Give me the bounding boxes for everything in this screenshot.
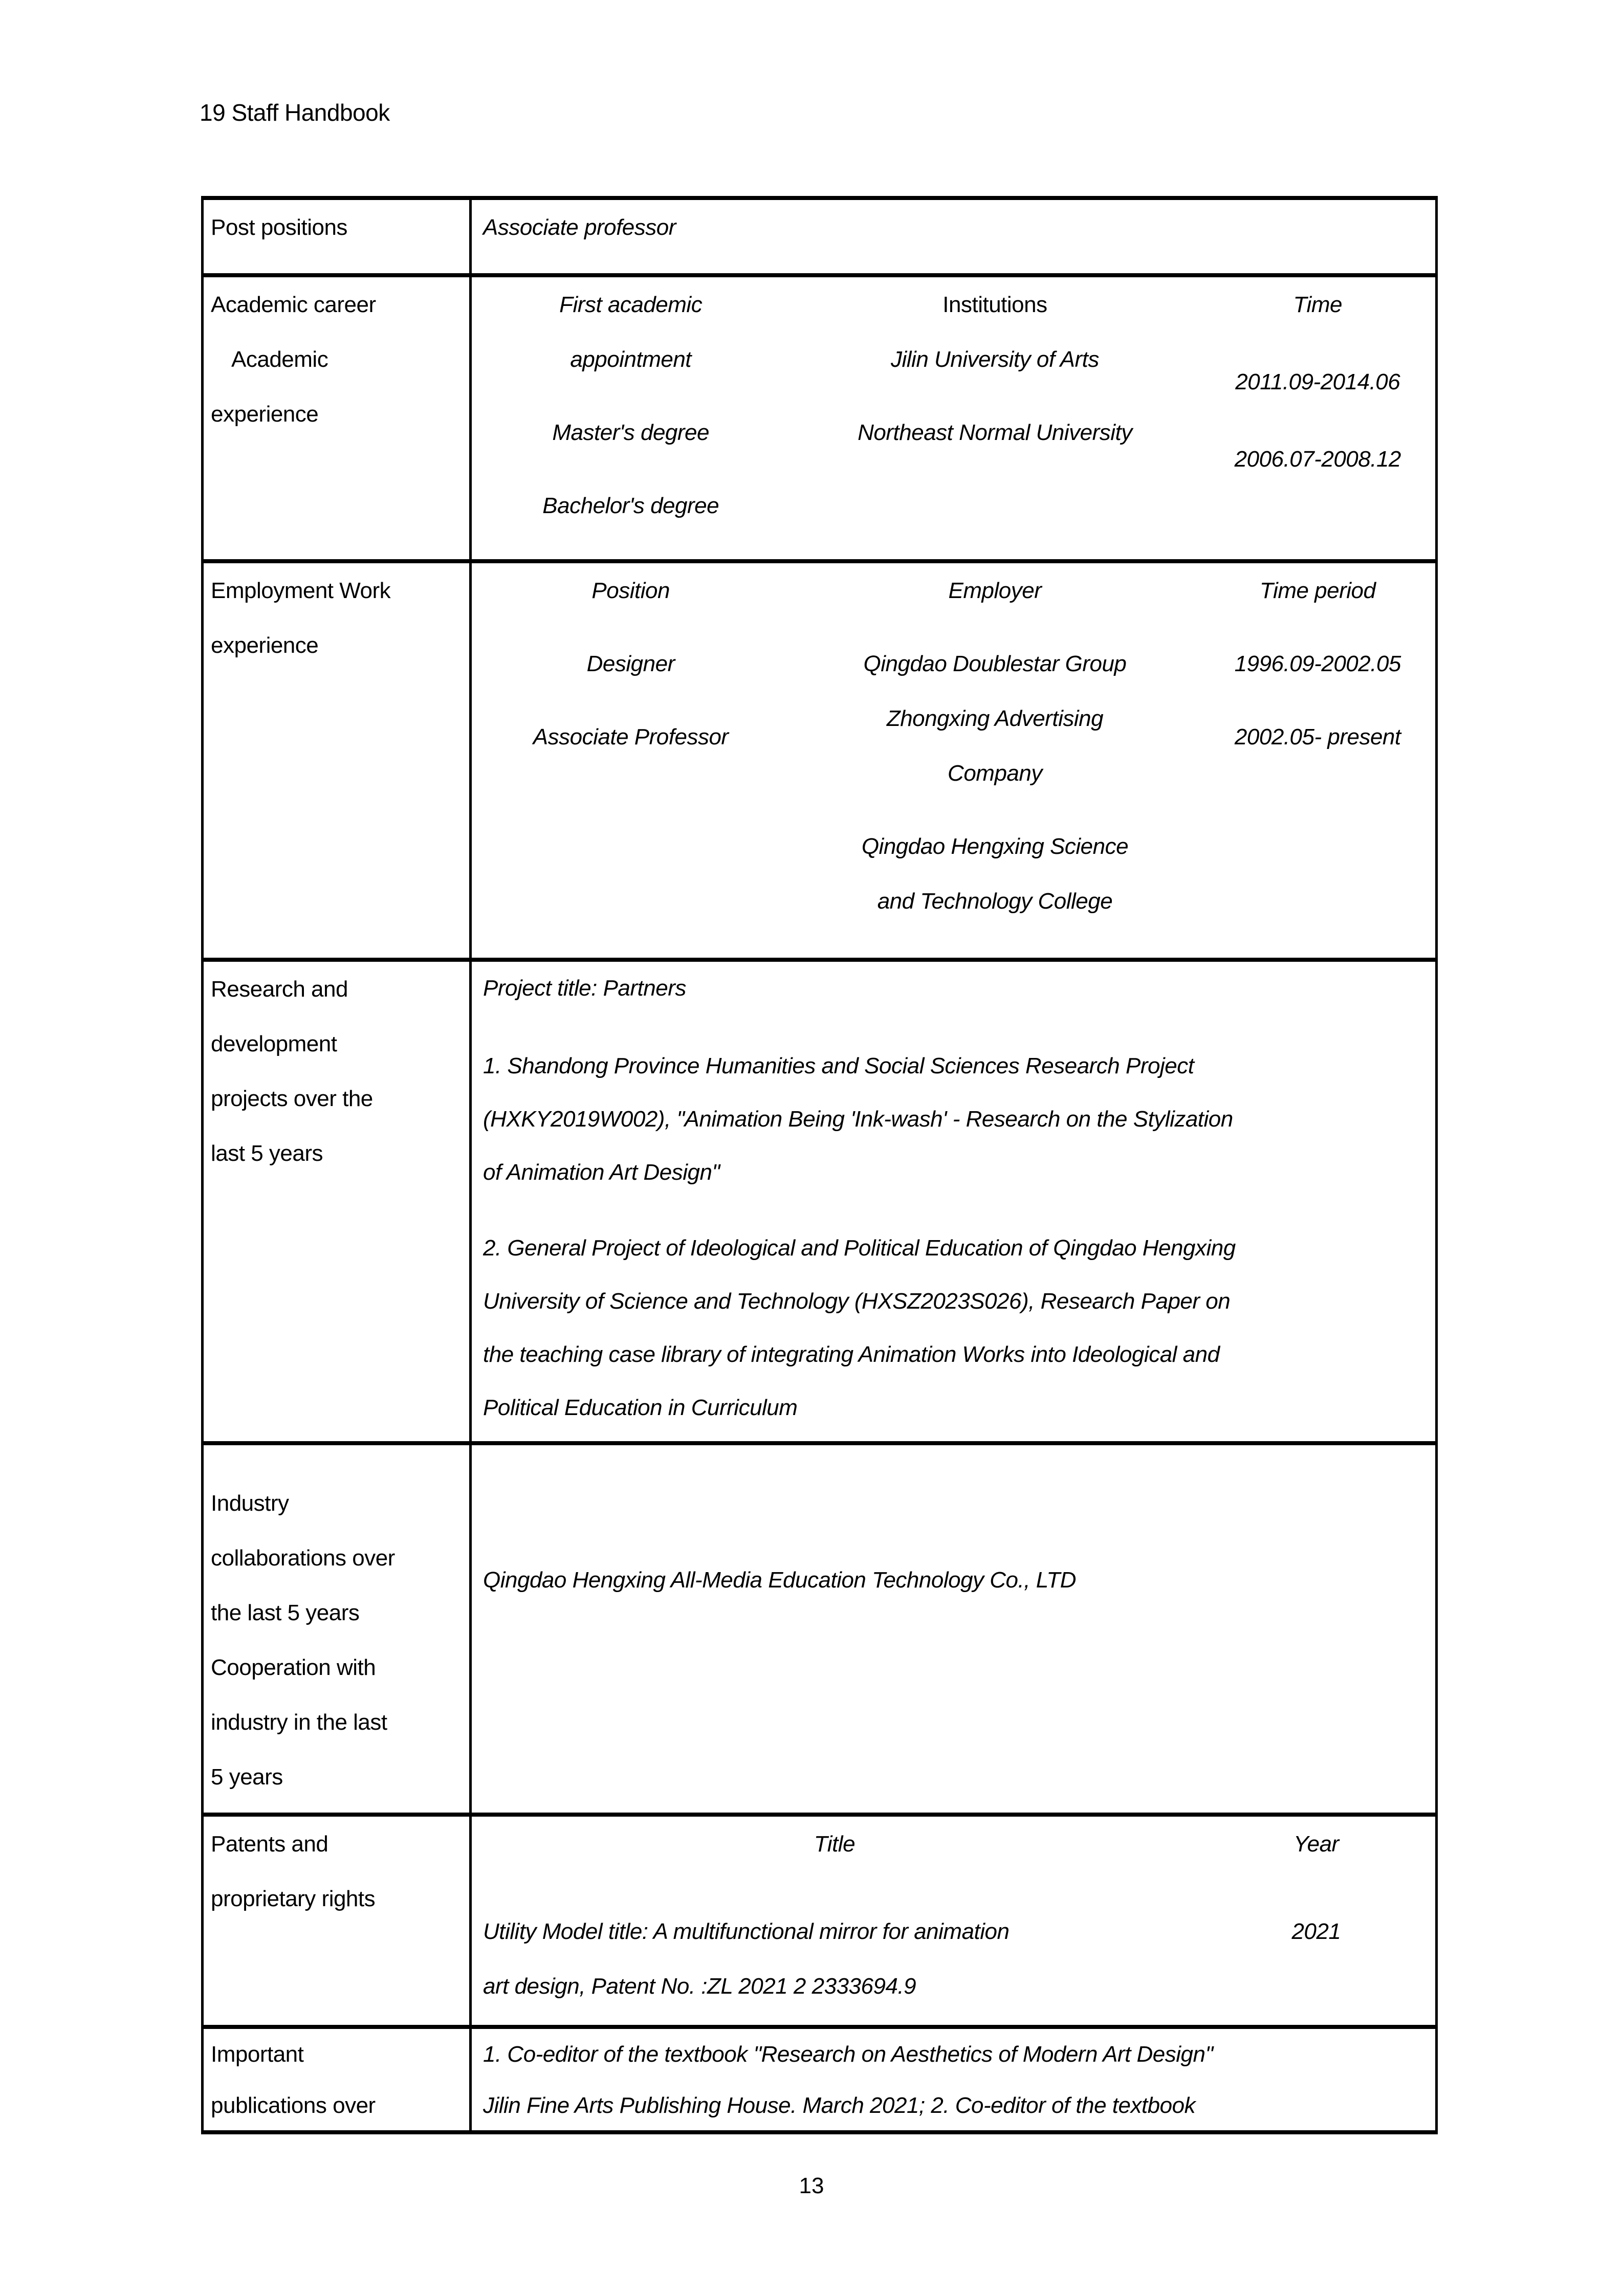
column-header: Title — [814, 1831, 856, 1857]
time-column: Time 2011.09-2014.06 2006.07-2008.12 — [1200, 277, 1435, 559]
table-row-industry-collaborations: Industry collaborations over the last 5 … — [204, 1445, 1435, 1817]
patent-title-line: art design, Patent No. :ZL 2021 2 233369… — [483, 1974, 916, 1999]
column-entry: Jilin University of Arts — [891, 347, 1099, 372]
column-entry: and Technology College — [877, 889, 1113, 914]
cell-publications: 1. Co-editor of the textbook "Research o… — [472, 2029, 1435, 2130]
project-item-line: 1. Shandong Province Humanities and Soci… — [483, 1053, 1194, 1078]
table-row-employment-experience: Employment Work experience Position Desi… — [204, 563, 1435, 962]
staff-info-table: Post positions Associate professor Acade… — [201, 196, 1438, 2134]
label-line: 5 years — [211, 1764, 283, 1790]
column-entry: 2011.09-2014.06 — [1235, 369, 1400, 394]
column-entry: Qingdao Hengxing Science — [861, 834, 1129, 859]
row-label-patents: Patents and proprietary rights — [204, 1817, 472, 2025]
label-line: experience — [211, 402, 319, 427]
column-entry: 2006.07-2008.12 — [1234, 447, 1401, 472]
table-row-publications: Important publications over 1. Co-editor… — [204, 2029, 1435, 2130]
publication-line: 1. Co-editor of the textbook "Research o… — [483, 2042, 1213, 2067]
column-entry: Company — [948, 761, 1042, 786]
row-label-post-positions: Post positions — [204, 200, 472, 273]
column-entry: Master's degree — [552, 420, 709, 445]
label-line: Academic career — [211, 292, 376, 317]
row-label-research-projects: Research and development projects over t… — [204, 962, 472, 1441]
column-entry: appointment — [570, 347, 692, 372]
column-header: Employer — [948, 578, 1042, 603]
label-line: Cooperation with — [211, 1655, 376, 1680]
column-entry: Qingdao Doublestar Group — [863, 651, 1127, 676]
employment-columns: Position Designer Associate Professor Em… — [472, 563, 1435, 958]
label-line: publications over — [211, 2093, 376, 2118]
patent-year-column: Year 2021 — [1197, 1817, 1435, 2025]
table-row-post-positions: Post positions Associate professor — [204, 200, 1435, 277]
label-line: the last 5 years — [211, 1600, 360, 1625]
label-line: last 5 years — [211, 1141, 323, 1166]
label-line: experience — [211, 633, 319, 658]
patent-title-line: Utility Model title: A multifunctional m… — [483, 1919, 1010, 1944]
column-entry: Zhongxing Advertising — [886, 706, 1104, 731]
row-label-publications: Important publications over — [204, 2029, 472, 2130]
column-entry: 1996.09-2002.05 — [1234, 651, 1401, 676]
column-entry: Designer — [586, 651, 675, 676]
table-row-research-projects: Research and development projects over t… — [204, 962, 1435, 1445]
label-line: Post positions — [211, 215, 347, 240]
label-line: Patents and — [211, 1831, 328, 1857]
column-entry: Northeast Normal University — [858, 420, 1132, 445]
value-line: Associate professor — [483, 215, 676, 240]
label-line: projects over the — [211, 1086, 373, 1111]
project-item-line: University of Science and Technology (HX… — [483, 1289, 1231, 1314]
column-header: Time period — [1260, 578, 1376, 603]
project-item-line: of Animation Art Design" — [483, 1160, 720, 1185]
column-header: Position — [591, 578, 670, 603]
label-line: proprietary rights — [211, 1886, 376, 1911]
row-label-employment-experience: Employment Work experience — [204, 563, 472, 958]
cell-industry-collaborations: Qingdao Hengxing All-Media Education Tec… — [472, 1445, 1435, 1813]
row-label-academic-experience: Academic career Academic experience — [204, 277, 472, 559]
table-row-academic-experience: Academic career Academic experience Firs… — [204, 277, 1435, 563]
cell-academic-experience: First academic appointment Master's degr… — [472, 277, 1435, 559]
project-item-line: (HXKY2019W002), "Animation Being 'Ink-wa… — [483, 1107, 1233, 1132]
label-line: Employment Work — [211, 578, 391, 603]
label-line: collaborations over — [211, 1546, 395, 1571]
project-item-line: 2. General Project of Ideological and Po… — [483, 1235, 1236, 1261]
patent-title-column: Title Utility Model title: A multifuncti… — [472, 1817, 1197, 2025]
column-header: Time — [1293, 292, 1343, 317]
position-column: Position Designer Associate Professor — [472, 563, 789, 958]
employer-column: Employer Qingdao Doublestar Group Zhongx… — [789, 563, 1200, 958]
column-entry: Bachelor's degree — [542, 493, 719, 518]
label-line: Research and — [211, 977, 348, 1002]
page-header-title: 19 Staff Handbook — [200, 99, 390, 126]
column-entry: Associate Professor — [533, 724, 729, 749]
label-line: Important — [211, 2042, 304, 2067]
column-entry: First academic — [559, 292, 703, 317]
patent-year-value: 2021 — [1291, 1919, 1341, 1944]
qualification-column: First academic appointment Master's degr… — [472, 277, 789, 559]
column-entry: 2002.05- present — [1234, 724, 1401, 749]
page-number: 13 — [799, 2173, 824, 2198]
project-item-line: the teaching case library of integrating… — [483, 1342, 1220, 1367]
column-header: Year — [1293, 1831, 1339, 1857]
academic-columns: First academic appointment Master's degr… — [472, 277, 1435, 559]
cell-research-projects: Project title: Partners 1. Shandong Prov… — [472, 962, 1435, 1441]
institutions-column: Institutions Jilin University of Arts No… — [789, 277, 1200, 559]
column-header: Institutions — [942, 292, 1047, 317]
project-title-line: Project title: Partners — [483, 976, 686, 1001]
time-period-column: Time period 1996.09-2002.05 2002.05- pre… — [1200, 563, 1435, 958]
publication-line: Jilin Fine Arts Publishing House. March … — [483, 2093, 1196, 2118]
label-line: Academic — [231, 347, 328, 372]
project-item-line: Political Education in Curriculum — [483, 1395, 798, 1420]
value-line: Qingdao Hengxing All-Media Education Tec… — [483, 1568, 1077, 1593]
label-line: development — [211, 1031, 337, 1056]
table-row-patents: Patents and proprietary rights Title Uti… — [204, 1817, 1435, 2029]
label-line: Industry — [211, 1491, 289, 1516]
row-label-industry-collaborations: Industry collaborations over the last 5 … — [204, 1445, 472, 1813]
cell-employment-experience: Position Designer Associate Professor Em… — [472, 563, 1435, 958]
patents-columns: Title Utility Model title: A multifuncti… — [472, 1817, 1435, 2025]
cell-patents: Title Utility Model title: A multifuncti… — [472, 1817, 1435, 2025]
label-line: industry in the last — [211, 1710, 387, 1735]
cell-post-positions-value: Associate professor — [472, 200, 1435, 273]
